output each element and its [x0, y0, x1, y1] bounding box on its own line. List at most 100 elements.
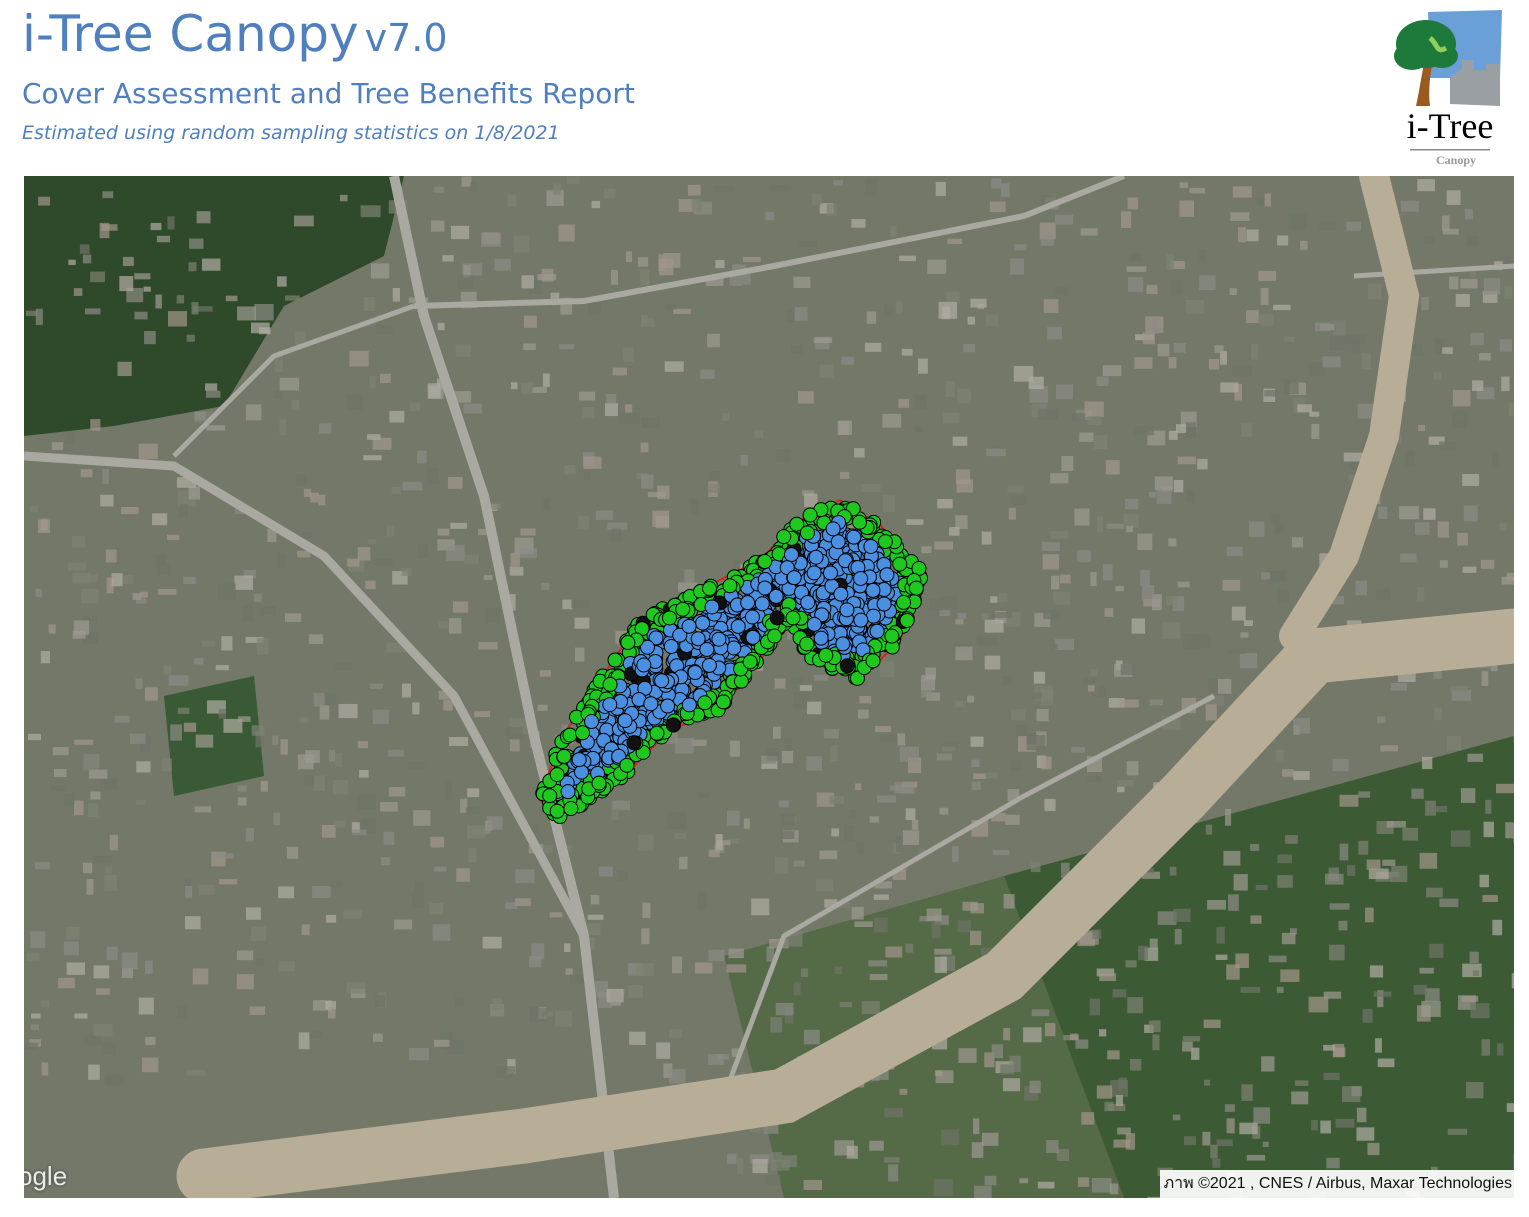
sample-point	[846, 529, 862, 545]
app-title: i-Tree Canopy v7.0	[22, 4, 448, 68]
sample-point	[877, 534, 893, 550]
sample-point	[754, 596, 770, 612]
sample-points	[535, 500, 929, 825]
sample-point	[649, 725, 665, 741]
logo-product: Canopy	[1436, 153, 1476, 167]
sample-point	[767, 628, 783, 644]
map-imagery	[24, 176, 1514, 1198]
sample-point	[607, 652, 623, 668]
sample-point	[908, 580, 924, 596]
map-attribution[interactable]: ภาพ ©2021 , CNES / Airbus, Maxar Technol…	[1159, 1170, 1514, 1198]
sample-point	[701, 657, 717, 673]
sample-point	[853, 612, 869, 628]
sample-point	[730, 618, 746, 634]
sample-point	[835, 636, 851, 652]
report-title: Cover Assessment and Tree Benefits Repor…	[22, 77, 635, 110]
sample-point	[571, 752, 587, 768]
sample-point	[818, 647, 834, 663]
sample-point	[757, 554, 773, 570]
sample-point	[768, 588, 784, 604]
sample-point	[619, 757, 635, 773]
sample-point	[662, 610, 678, 626]
sample-point	[549, 767, 565, 783]
sample-point	[602, 697, 618, 713]
logo-wordmark: i-Tree	[1407, 106, 1494, 146]
sample-point	[852, 514, 868, 530]
sample-point	[574, 764, 590, 780]
sample-point	[879, 567, 895, 583]
sample-point	[899, 613, 915, 629]
sample-point	[892, 556, 908, 572]
sample-point	[636, 657, 652, 673]
sample-point	[574, 725, 590, 741]
estimate-note: Estimated using random sampling statisti…	[22, 122, 560, 144]
sample-point	[786, 570, 802, 586]
sample-point	[711, 631, 727, 647]
sample-point	[702, 581, 718, 597]
sample-point	[776, 529, 792, 545]
sample-point	[560, 784, 576, 800]
sample-point	[853, 570, 869, 586]
app-name: i-Tree Canopy	[22, 5, 359, 63]
sample-point	[695, 615, 711, 631]
sample-point	[549, 803, 565, 819]
sample-point	[660, 698, 676, 714]
roads	[24, 176, 1514, 1198]
sample-point	[697, 695, 713, 711]
sample-point	[681, 697, 697, 713]
sample-point	[863, 539, 879, 555]
sample-point	[876, 596, 892, 612]
app-version: v7.0	[364, 16, 448, 60]
sample-point	[849, 670, 865, 686]
sample-point	[681, 618, 697, 634]
sample-point	[617, 713, 633, 729]
sample-point	[643, 696, 659, 712]
sample-point	[687, 665, 703, 681]
map-provider-logo: ogle	[24, 1161, 68, 1191]
sample-point	[690, 631, 706, 647]
sample-point	[654, 673, 670, 689]
sample-point	[884, 628, 900, 644]
sample-point	[865, 608, 881, 624]
sample-point	[740, 595, 756, 611]
sample-point	[785, 610, 801, 626]
sample-point	[602, 676, 618, 692]
sample-point	[896, 594, 912, 610]
sample-point	[699, 641, 715, 657]
sample-point	[830, 534, 846, 550]
sample-point	[865, 653, 881, 669]
sample-point	[869, 623, 885, 639]
sample-point	[783, 547, 799, 563]
sample-point	[556, 748, 572, 764]
sample-point	[626, 735, 642, 751]
sample-point	[563, 801, 579, 817]
sample-point	[800, 594, 816, 610]
sample-point	[825, 521, 841, 537]
sample-point	[742, 654, 758, 670]
sample-point	[672, 627, 688, 643]
sample-point	[584, 714, 600, 730]
sample-point	[839, 602, 855, 618]
sample-point	[745, 629, 761, 645]
sample-point	[648, 630, 664, 646]
sample-point	[789, 516, 805, 532]
sample-point	[620, 635, 636, 651]
sample-point	[722, 578, 738, 594]
sample-point	[769, 610, 785, 626]
sample-point	[715, 694, 731, 710]
sample-point	[663, 639, 679, 655]
sample-point	[665, 717, 681, 733]
river	[176, 176, 1514, 1198]
sample-point	[806, 616, 822, 632]
sample-point	[744, 609, 760, 625]
sample-point	[675, 601, 691, 617]
i-tree-canopy-logo: i-Tree Canopy	[1394, 10, 1502, 167]
sample-point	[639, 639, 655, 655]
sample-point	[802, 507, 818, 523]
sample-point	[799, 636, 815, 652]
sample-point	[562, 727, 578, 743]
sample-point	[542, 788, 558, 804]
sample-point	[813, 630, 829, 646]
sample-point	[757, 580, 773, 596]
satellite-map[interactable]: ogle ภาพ ©2021 , CNES / Airbus, Maxar Te…	[24, 176, 1514, 1198]
